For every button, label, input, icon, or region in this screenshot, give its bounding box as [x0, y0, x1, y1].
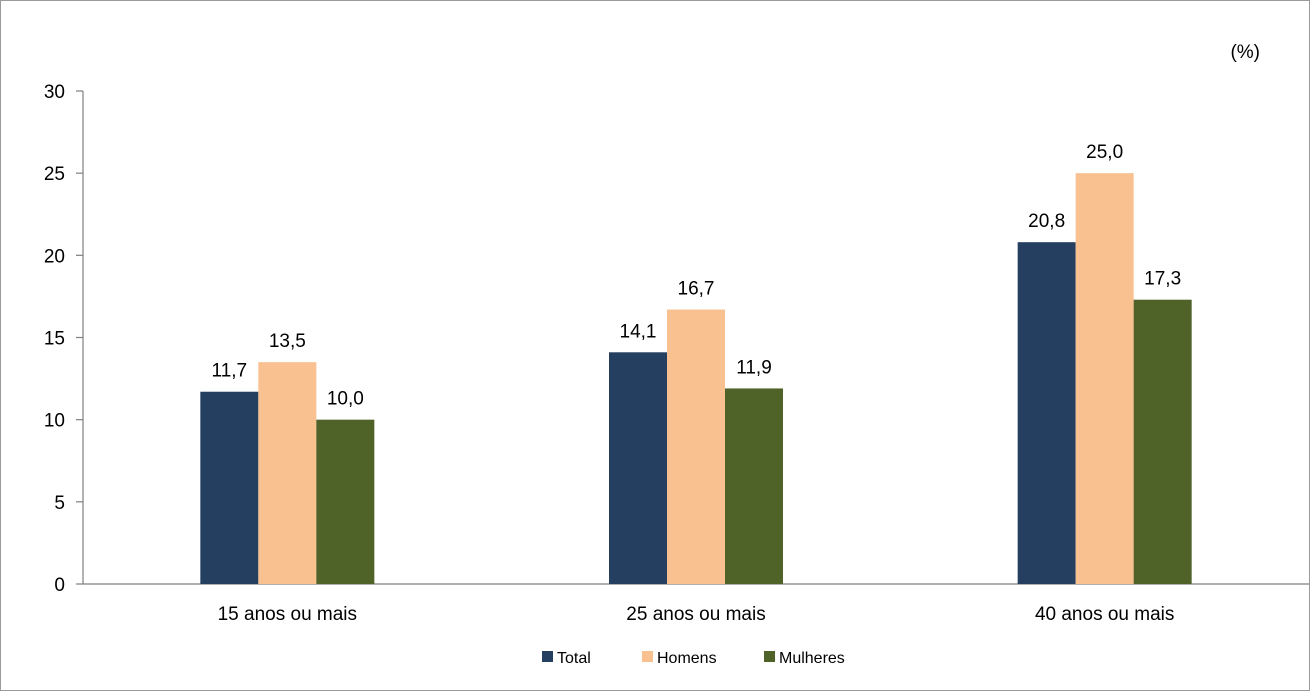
- y-tick-label: 5: [54, 493, 65, 514]
- data-label: 17,3: [1144, 269, 1181, 290]
- category-label: 25 anos ou mais: [626, 604, 765, 625]
- bar: [1017, 242, 1076, 585]
- legend-label: Homens: [657, 650, 717, 667]
- category-label: 15 anos ou mais: [218, 604, 357, 625]
- legend: Total Homens Mulheres: [542, 650, 845, 667]
- y-tick-label: 0: [54, 575, 65, 596]
- unit-label: (%): [1230, 42, 1260, 63]
- y-tick-label: 20: [44, 246, 65, 267]
- legend-swatch: [542, 651, 553, 662]
- bar: [258, 362, 317, 584]
- bar: [1075, 173, 1134, 584]
- bar: [200, 391, 259, 584]
- bar: [725, 388, 783, 584]
- data-label: 13,5: [269, 331, 306, 352]
- y-tick-label: 30: [44, 82, 65, 103]
- category-label: 40 anos ou mais: [1035, 604, 1174, 625]
- legend-swatch: [642, 651, 653, 662]
- bars: [200, 173, 1192, 585]
- data-label: 10,0: [327, 389, 364, 410]
- data-label: 11,9: [736, 357, 772, 378]
- legend-swatch: [764, 651, 775, 662]
- data-label: 16,7: [678, 279, 715, 300]
- bar: [1133, 299, 1192, 584]
- category-labels: 15 anos ou mais 25 anos ou mais 40 anos ou…: [218, 604, 1175, 625]
- bar: [609, 352, 667, 584]
- y-tick-label: 15: [44, 329, 65, 350]
- data-label: 20,8: [1028, 211, 1065, 232]
- data-label: 14,1: [620, 321, 657, 342]
- bar: [667, 309, 725, 584]
- data-label: 11,7: [212, 361, 248, 382]
- data-label: 25,0: [1086, 142, 1123, 163]
- legend-label: Total: [557, 650, 591, 667]
- data-labels: 11,7 13,5 10,0 14,1 16,7 11,9 20,8 25,0 17,3: [212, 142, 1182, 410]
- legend-label: Mulheres: [779, 650, 845, 667]
- bar: [316, 419, 375, 584]
- y-tick-label: 10: [44, 411, 65, 432]
- y-tick-label: 25: [44, 164, 65, 185]
